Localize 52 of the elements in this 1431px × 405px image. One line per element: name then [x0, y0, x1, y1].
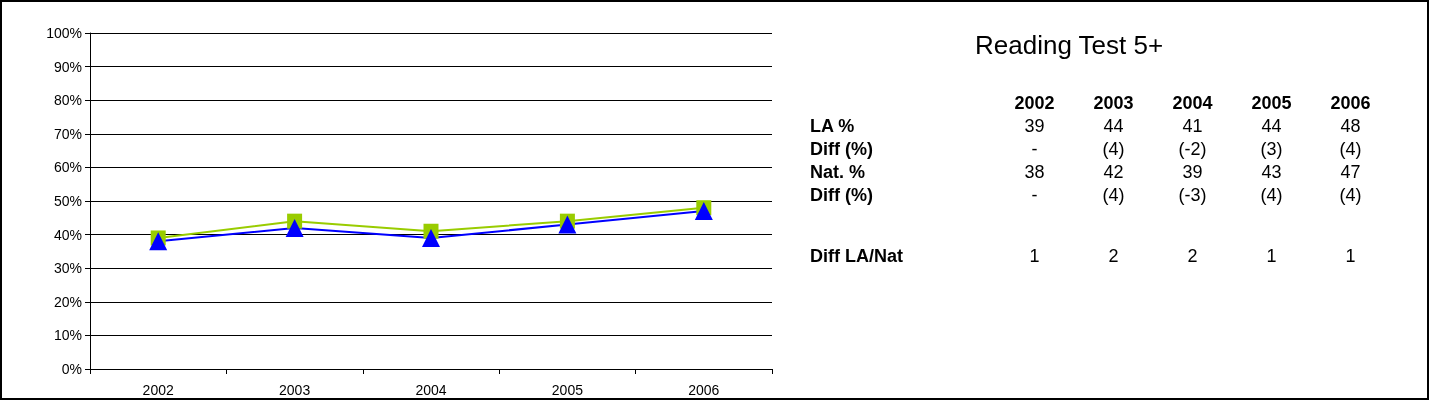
text: 43 [1260, 161, 1283, 184]
text: Diff LA/Nat [810, 245, 904, 268]
text: 39 [1023, 115, 1046, 138]
category-label: 2002 [1014, 93, 1055, 113]
category-label: 2003 [1093, 93, 1134, 113]
text: - [1030, 184, 1039, 207]
text: Nat. % [810, 161, 866, 184]
y-tick-label: 70% [53, 125, 82, 142]
text: 2 [1186, 245, 1199, 268]
text: 44 [1102, 115, 1125, 138]
y-tick-label: 0% [61, 361, 82, 377]
text: 1 [1344, 245, 1357, 268]
text: 1 [1028, 245, 1041, 268]
text: 2 [1107, 245, 1120, 268]
y-tick-label: 100% [46, 25, 82, 41]
y-tick-label: 20% [53, 293, 82, 310]
text: (4) [1338, 184, 1363, 207]
text: 44 [1260, 115, 1283, 138]
text: 39 [1181, 161, 1204, 184]
text: 42 [1102, 161, 1125, 184]
text: (-3) [1177, 184, 1208, 207]
text: 1 [1265, 245, 1278, 268]
x-tick-label: 2004 [415, 382, 447, 398]
text: (-2) [1177, 138, 1208, 161]
category-label: 2005 [1251, 93, 1292, 113]
y-tick-label: 40% [53, 226, 82, 243]
y-tick-label: 80% [53, 92, 82, 109]
text: 41 [1181, 115, 1204, 138]
x-tick-label: 2002 [142, 382, 174, 398]
text: 47 [1339, 161, 1362, 184]
text: (4) [1101, 184, 1126, 207]
x-tick-label: 2006 [688, 382, 720, 398]
text: 48 [1339, 115, 1362, 138]
text: - [1030, 138, 1039, 161]
text: Diff (%) [810, 184, 874, 207]
text: Reading Test 5+ [975, 30, 1164, 61]
y-tick-label: 10% [53, 327, 82, 344]
text: LA % [810, 115, 856, 138]
text: (3) [1259, 138, 1284, 161]
text: (4) [1338, 138, 1363, 161]
text: 38 [1023, 161, 1046, 184]
category-label: 2006 [1330, 93, 1371, 113]
text: Diff (%) [810, 138, 874, 161]
y-tick-label: 90% [53, 58, 82, 75]
x-tick-label: 2003 [279, 382, 311, 398]
category-label: 2004 [1172, 93, 1213, 113]
y-tick-label: 50% [53, 193, 82, 209]
x-tick-label: 2005 [551, 382, 584, 398]
text: (4) [1259, 184, 1284, 207]
y-tick-label: 30% [53, 260, 82, 277]
y-tick-label: 60% [53, 159, 82, 176]
text: (4) [1101, 138, 1126, 161]
